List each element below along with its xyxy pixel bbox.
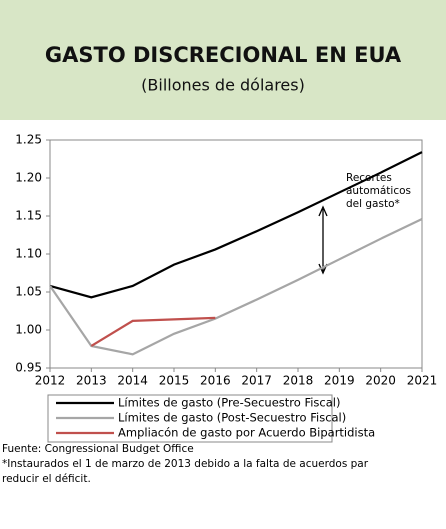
x-tick-label: 2015 <box>159 374 190 388</box>
y-tick-label: 1.25 <box>15 133 42 147</box>
y-tick-label: 1.00 <box>15 323 42 337</box>
annotation: del gasto* <box>346 198 400 210</box>
x-tick-label: 2020 <box>365 374 396 388</box>
y-tick-label: 0.95 <box>15 361 42 375</box>
x-tick-label: 2012 <box>35 374 66 388</box>
x-tick-label: 2017 <box>241 374 272 388</box>
legend-label: Límites de gasto (Post-Secuestro Fiscal) <box>118 411 346 425</box>
chart-title: GASTO DISCRECIONAL EN EUA <box>45 43 402 67</box>
series-line <box>49 218 423 356</box>
series-line <box>49 151 423 299</box>
x-tick-label: 2021 <box>407 374 438 388</box>
footer-text: *Instaurados el 1 de marzo de 2013 debid… <box>2 458 369 470</box>
y-tick-label: 1.20 <box>15 171 42 185</box>
legend-label: Ampliacón de gasto por Acuerdo Bipartidi… <box>118 426 375 440</box>
x-tick-label: 2018 <box>283 374 314 388</box>
series-line <box>90 316 216 347</box>
chart-subtitle: (Billones de dólares) <box>141 76 305 95</box>
y-tick-label: 1.10 <box>15 247 42 261</box>
header-band <box>0 0 446 120</box>
legend-label: Límites de gasto (Pre-Secuestro Fiscal) <box>118 396 340 410</box>
footer-text: reducir el déficit. <box>2 473 91 485</box>
x-tick-label: 2014 <box>117 374 148 388</box>
y-tick-label: 1.05 <box>15 285 42 299</box>
x-tick-label: 2016 <box>200 374 231 388</box>
x-tick-label: 2013 <box>76 374 107 388</box>
footer-text: Fuente: Congressional Budget Office <box>2 443 194 455</box>
y-tick-label: 1.15 <box>15 209 42 223</box>
annotation: automáticos <box>346 185 411 197</box>
annotation: Recortes <box>346 172 392 184</box>
x-tick-label: 2019 <box>324 374 355 388</box>
